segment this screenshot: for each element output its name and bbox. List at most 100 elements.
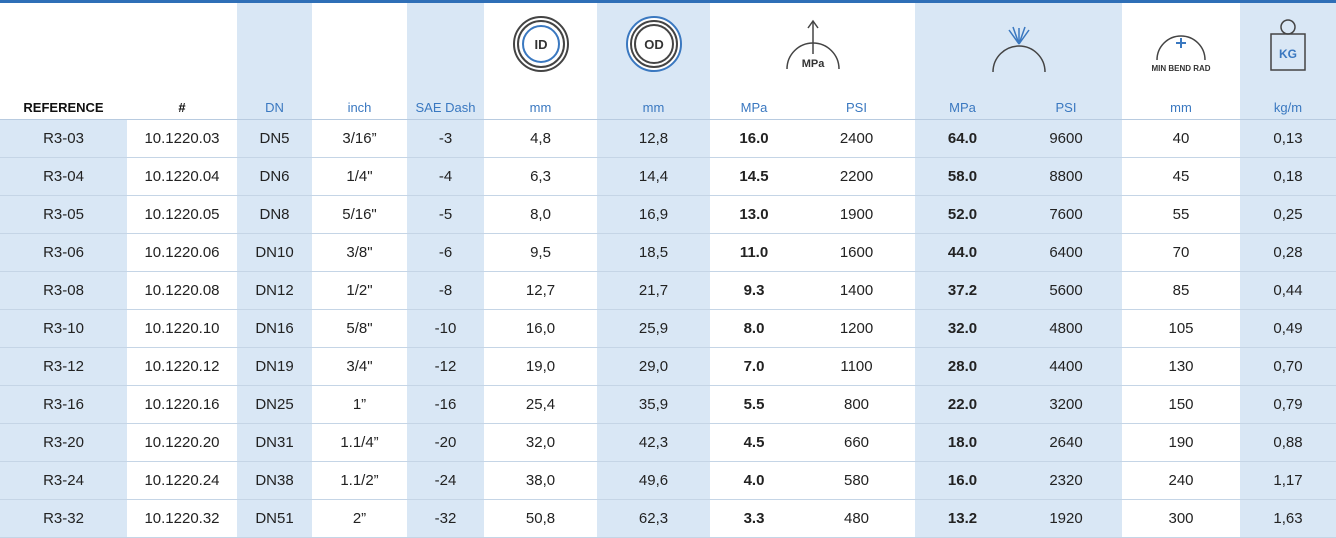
cell: 2320	[1010, 461, 1122, 500]
cell: 4.5	[710, 423, 798, 462]
cell: -24	[407, 461, 484, 500]
cell: 10.1220.20	[127, 423, 237, 462]
cell: 0,44	[1240, 271, 1336, 310]
cell: 4400	[1010, 347, 1122, 386]
column-header: #	[127, 89, 237, 120]
cell: 55	[1122, 195, 1240, 234]
weight-icon-cell: KG	[1240, 1, 1336, 89]
cell: 14.5	[710, 157, 798, 196]
cell: 3/16”	[312, 119, 407, 158]
cell: 0,25	[1240, 195, 1336, 234]
cell: 1900	[798, 195, 915, 234]
cell: 10.1220.03	[127, 119, 237, 158]
cell: 5/8"	[312, 309, 407, 348]
column-header: mm	[484, 89, 597, 120]
cell: 16,0	[484, 309, 597, 348]
cell: 6400	[1010, 233, 1122, 272]
cell: 1,63	[1240, 499, 1336, 538]
column-header: MPa	[710, 89, 798, 120]
burst-icon-cell	[915, 1, 1122, 89]
cell: 3.3	[710, 499, 798, 538]
cell: 300	[1122, 499, 1240, 538]
cell: -6	[407, 233, 484, 272]
id-icon: ID	[512, 16, 569, 72]
cell: R3-16	[0, 385, 127, 424]
cell: 16,9	[597, 195, 710, 234]
cell: R3-04	[0, 157, 127, 196]
cell: 25,9	[597, 309, 710, 348]
cell: R3-08	[0, 271, 127, 310]
cell: 9,5	[484, 233, 597, 272]
cell: 14,4	[597, 157, 710, 196]
cell: 3/8"	[312, 233, 407, 272]
data-row: R3-32 10.1220.32 DN51 2” -32 50,8 62,3 3.3 480 13…	[0, 499, 1336, 538]
burst-icon	[991, 26, 1046, 73]
cell: 58.0	[915, 157, 1010, 196]
cell: 1/4"	[312, 157, 407, 196]
column-header: REFERENCE	[0, 89, 127, 120]
data-row: R3-16 10.1220.16 DN25 1” -16 25,4 35,9 5.5 800 22…	[0, 385, 1336, 424]
cell: 150	[1122, 385, 1240, 424]
cell: 0,18	[1240, 157, 1336, 196]
cell: 5600	[1010, 271, 1122, 310]
cell: 49,6	[597, 461, 710, 500]
blank	[127, 2, 237, 90]
column-header: PSI	[798, 89, 915, 120]
cell: -20	[407, 423, 484, 462]
weight-icon: KG	[1270, 19, 1306, 71]
cell: 85	[1122, 271, 1240, 310]
cell: 1600	[798, 233, 915, 272]
od-icon-cell: OD	[597, 1, 710, 89]
od-icon: OD	[625, 16, 682, 72]
cell: DN31	[237, 423, 312, 462]
header-row: REFERENCE # DN inch SAE Dash mm mm MPa PSI MPa PSI…	[0, 89, 1336, 120]
cell: 480	[798, 499, 915, 538]
cell: 1,17	[1240, 461, 1336, 500]
cell: 45	[1122, 157, 1240, 196]
cell: R3-20	[0, 423, 127, 462]
cell: DN6	[237, 157, 312, 196]
data-row: R3-06 10.1220.06 DN10 3/8" -6 9,5 18,5 11.0 1600…	[0, 233, 1336, 272]
cell: 10.1220.10	[127, 309, 237, 348]
cell: 12,7	[484, 271, 597, 310]
cell: 10.1220.24	[127, 461, 237, 500]
cell: DN5	[237, 119, 312, 158]
cell: 13.0	[710, 195, 798, 234]
blank	[407, 1, 484, 89]
column-header: SAE Dash	[407, 89, 484, 120]
cell: R3-05	[0, 195, 127, 234]
cell: 32,0	[484, 423, 597, 462]
cell: DN51	[237, 499, 312, 538]
cell: 1920	[1010, 499, 1122, 538]
cell: 0,88	[1240, 423, 1336, 462]
pressure-icon-label: MPa	[801, 58, 825, 70]
cell: 2640	[1010, 423, 1122, 462]
cell: 0,79	[1240, 385, 1336, 424]
cell: 44.0	[915, 233, 1010, 272]
cell: 7600	[1010, 195, 1122, 234]
cell: 1.1/2”	[312, 461, 407, 500]
cell: 660	[798, 423, 915, 462]
cell: 8.0	[710, 309, 798, 348]
data-row: R3-03 10.1220.03 DN5 3/16” -3 4,8 12,8 16.0 2400…	[0, 119, 1336, 158]
data-row: R3-24 10.1220.24 DN38 1.1/2” -24 38,0 49,6 4.0 5…	[0, 461, 1336, 500]
cell: R3-12	[0, 347, 127, 386]
pressure-icon-cell: MPa	[710, 2, 915, 90]
blank	[312, 2, 407, 90]
cell: R3-24	[0, 461, 127, 500]
cell: 0,28	[1240, 233, 1336, 272]
cell: 29,0	[597, 347, 710, 386]
column-header: kg/m	[1240, 89, 1336, 120]
cell: 11.0	[710, 233, 798, 272]
data-row: R3-08 10.1220.08 DN12 1/2" -8 12,7 21,7 9.3 1400…	[0, 271, 1336, 310]
cell: 22.0	[915, 385, 1010, 424]
cell: 1”	[312, 385, 407, 424]
cell: 4800	[1010, 309, 1122, 348]
cell: 10.1220.08	[127, 271, 237, 310]
cell: 3/4"	[312, 347, 407, 386]
cell: 240	[1122, 461, 1240, 500]
icon-row: ID OD MPa MIN BEND RAD KG	[0, 1, 1336, 90]
cell: 37.2	[915, 271, 1010, 310]
